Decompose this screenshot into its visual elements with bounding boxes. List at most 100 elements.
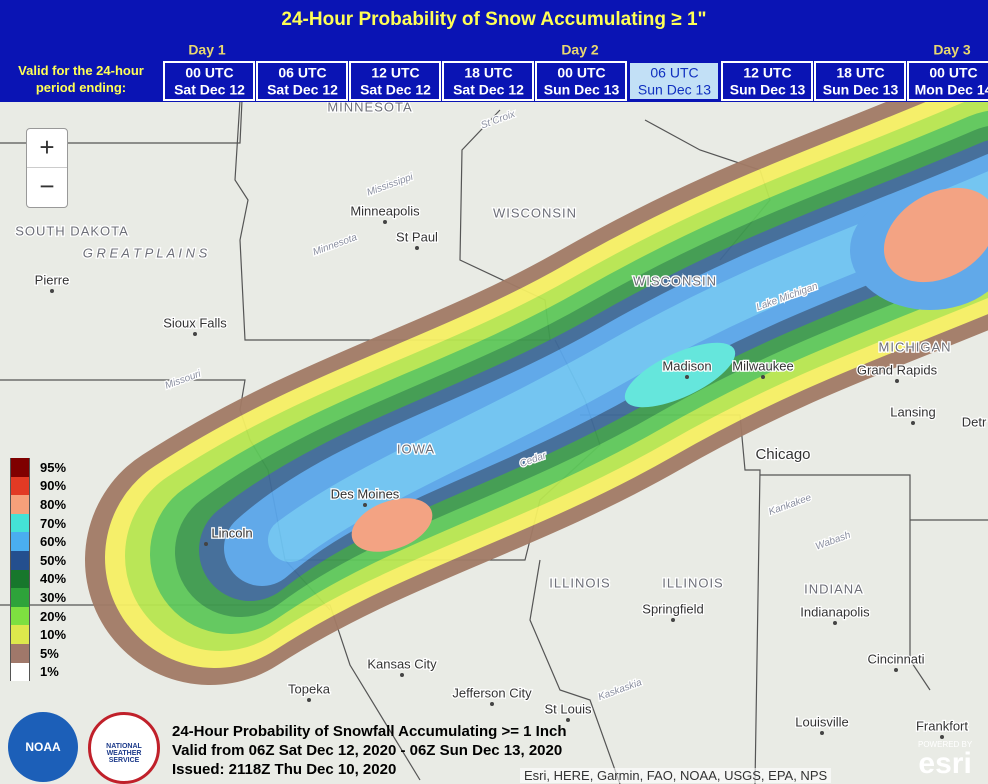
map-label: Minneapolis <box>350 203 420 218</box>
map-label: Springfield <box>642 601 703 616</box>
map-label: INDIANA <box>804 581 864 596</box>
map-label: Madison <box>662 358 711 373</box>
map-label: Cincinnati <box>867 651 924 666</box>
tab-date: Sun Dec 13 <box>638 82 711 98</box>
legend-label: 60% <box>40 534 67 550</box>
day-label: Day 1 <box>188 42 226 58</box>
city-dot <box>204 542 208 546</box>
tab-box <box>163 61 255 101</box>
map-label: Louisville <box>795 714 848 729</box>
basemap: MINNESOTA SOUTH DAKOTA G R E A T P L A I N… <box>0 99 988 784</box>
legend-swatch <box>10 606 30 626</box>
footer-line: Issued: 2118Z Thu Dec 10, 2020 <box>172 761 397 778</box>
city-dot <box>400 673 404 677</box>
map-label: Pierre <box>35 272 70 287</box>
legend-swatch <box>10 513 30 533</box>
zoom-control: + − <box>26 128 68 208</box>
map-label: Chicago <box>755 446 810 463</box>
map-label: Des Moines <box>331 486 400 501</box>
legend-item: 80% <box>10 495 66 514</box>
map-label: Frankfort <box>916 718 968 733</box>
map-label: Indianapolis <box>800 604 870 619</box>
map-label: MICHIGAN <box>879 339 952 354</box>
map-label: SOUTH DAKOTA <box>15 223 129 238</box>
legend-swatch <box>10 476 30 496</box>
city-dot <box>895 379 899 383</box>
title: 24-Hour Probability of Snow Accumulating… <box>281 9 706 30</box>
city-dot <box>363 503 367 507</box>
tab-time: 12 UTC <box>743 65 791 81</box>
tab-time: 18 UTC <box>464 65 512 81</box>
tab-date: Sat Dec 12 <box>174 82 245 98</box>
tab-time: 18 UTC <box>836 65 884 81</box>
legend-item: 50% <box>10 550 66 570</box>
tab-date: Sat Dec 12 <box>267 82 338 98</box>
city-dot <box>307 698 311 702</box>
legend-swatch <box>10 625 30 644</box>
tab-time: 06 UTC <box>650 65 698 81</box>
legend-item: 30% <box>10 588 66 607</box>
legend-label: 90% <box>40 478 67 494</box>
map-label: Sioux Falls <box>163 315 227 330</box>
tab-date: Sun Dec 13 <box>823 82 899 98</box>
legend-swatch <box>10 662 30 682</box>
legend-swatch <box>10 588 30 607</box>
city-dot <box>566 718 570 722</box>
city-dot <box>911 421 915 425</box>
legend-label: 10% <box>40 627 67 643</box>
tab-box <box>814 61 906 101</box>
legend-item: 60% <box>10 532 66 551</box>
city-dot <box>761 375 765 379</box>
footer: 24-Hour Probability of Snowfall Accumula… <box>172 722 567 779</box>
map-label: Jefferson City <box>452 685 532 700</box>
map-label: G R E A T P L A I N S <box>83 245 208 260</box>
tab-box <box>349 61 441 101</box>
map-label: Detr <box>962 414 987 429</box>
legend-item: 1% <box>10 662 66 682</box>
nws-logo: NATIONAL WEATHER SERVICE <box>88 712 160 784</box>
tab-time: 12 UTC <box>371 65 419 81</box>
map-label: IOWA <box>397 441 435 456</box>
map-label: ILLINOIS <box>662 575 723 590</box>
city-dot <box>50 289 54 293</box>
day-label: Day 3 <box>933 42 971 58</box>
legend-swatch <box>10 532 30 551</box>
map-label: Lansing <box>890 404 936 419</box>
tab-date: Sat Dec 12 <box>453 82 524 98</box>
legend-item: 20% <box>10 606 67 626</box>
map-label: ILLINOIS <box>549 575 610 590</box>
esri-wordmark: esri <box>918 747 972 780</box>
map-label: WISCONSIN <box>493 205 577 220</box>
legend-label: 30% <box>40 589 67 605</box>
tab-time: 06 UTC <box>278 65 326 81</box>
tab-time: 00 UTC <box>929 65 977 81</box>
map-label: St Louis <box>545 701 592 716</box>
zoom-in[interactable]: + <box>27 129 67 168</box>
legend: 95% 90% 80% 70% 60% 50% 40% 30% 20% 10% 5% 1% <box>10 458 67 682</box>
footer-line: Valid from 06Z Sat Dec 12, 2020 - 06Z Su… <box>172 742 563 759</box>
noaa-logo: NOAA <box>8 712 78 782</box>
tab-box <box>442 61 534 101</box>
city-dot <box>820 731 824 735</box>
map-label: Milwaukee <box>732 358 793 373</box>
valid-label: Valid for the 24-hour period ending: <box>18 63 144 95</box>
legend-item: 40% <box>10 569 66 589</box>
city-dot <box>193 332 197 336</box>
city-dot <box>894 668 898 672</box>
tab-time: 00 UTC <box>185 65 233 81</box>
esri-logo: POWERED BY esri <box>918 740 972 779</box>
zoom-out[interactable]: − <box>39 171 55 201</box>
map-label: MINNESOTA <box>327 99 412 114</box>
legend-label: 20% <box>40 608 67 624</box>
tab-box <box>721 61 813 101</box>
